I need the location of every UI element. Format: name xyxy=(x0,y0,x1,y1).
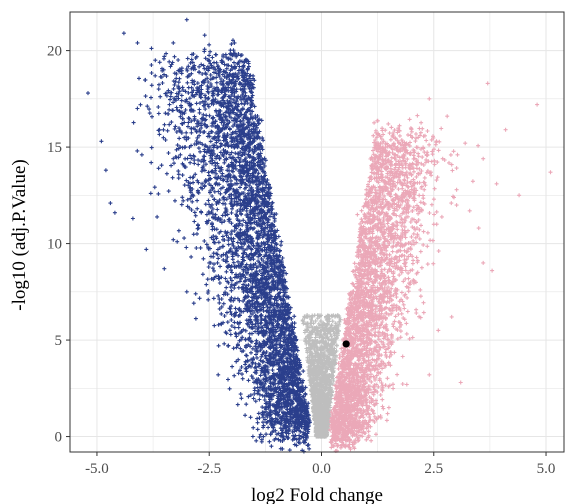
ns-point xyxy=(318,319,323,324)
data-points xyxy=(86,17,553,454)
ns-point xyxy=(313,335,318,340)
